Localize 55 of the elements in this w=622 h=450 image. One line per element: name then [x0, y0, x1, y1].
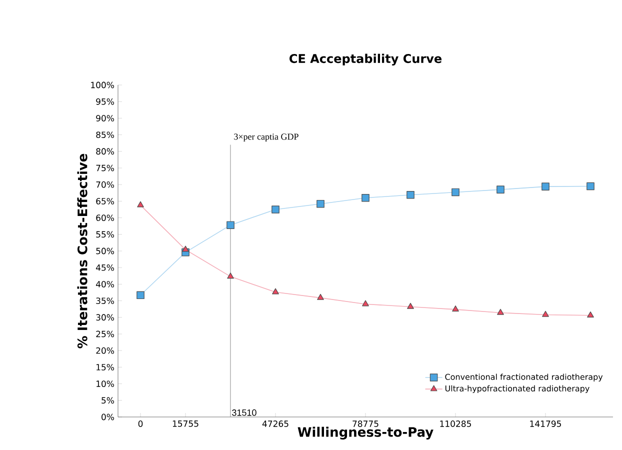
- point: [496, 186, 504, 194]
- point: [182, 246, 189, 252]
- y-tick-label: 80%: [96, 148, 114, 155]
- y-tick-label: 70%: [96, 181, 114, 188]
- y-tick-label: 65%: [96, 198, 114, 204]
- annotation: 31510: [232, 409, 256, 416]
- y-tick-label: 60%: [96, 214, 114, 222]
- y-axis-title: % Iterations Cost-Effective: [77, 154, 88, 348]
- point: [587, 312, 594, 318]
- y-tick-label: 15%: [96, 364, 114, 370]
- y-tick-label: 5%: [102, 397, 114, 404]
- y-tick-label: 75%: [96, 164, 114, 172]
- y-tick-label: 100%: [91, 82, 114, 88]
- point: [272, 288, 279, 294]
- y-tick-label: 90%: [96, 114, 114, 122]
- y-tick-label: 30%: [96, 314, 114, 321]
- x-tick-label: 15755: [172, 420, 198, 427]
- legend-label: Ultra-hypofractionated radiotherapy: [445, 385, 590, 394]
- x-tick-label: 0: [138, 420, 143, 427]
- point: [406, 190, 414, 199]
- y-tick-label: 45%: [96, 264, 114, 271]
- point: [362, 300, 369, 306]
- y-tick-label: 25%: [96, 330, 114, 338]
- point: [317, 294, 324, 300]
- y-tick-label: 95%: [96, 98, 114, 105]
- chart-title: CE Acceptability Curve: [290, 54, 442, 66]
- point: [542, 182, 550, 190]
- point: [497, 308, 504, 315]
- y-tick-label: 55%: [96, 231, 114, 238]
- y-tick-label: 40%: [96, 280, 114, 288]
- point: [227, 272, 234, 279]
- x-tick-label: 110285: [440, 420, 471, 427]
- ref-line-label: 3×per captia GDP: [234, 134, 298, 142]
- point: [542, 310, 549, 317]
- y-tick-label: 20%: [96, 347, 114, 354]
- y-tick-label: 50%: [96, 248, 114, 254]
- y-tick-label: 85%: [96, 132, 114, 138]
- point: [452, 306, 459, 312]
- point: [407, 302, 414, 309]
- point: [316, 200, 324, 208]
- point: [136, 291, 144, 300]
- y-tick-label: 35%: [96, 298, 114, 304]
- legend-label: Conventional fractionated radiotherapy: [445, 374, 603, 382]
- x-tick-label: 47265: [262, 420, 288, 427]
- point: [362, 194, 370, 202]
- x-tick-label: 141795: [530, 420, 561, 427]
- point: [226, 221, 234, 229]
- x-tick-label: 78775: [352, 420, 378, 427]
- point: [452, 188, 460, 196]
- x-axis-title: Willingness-to-Pay: [298, 426, 434, 440]
- point: [586, 182, 594, 190]
- y-tick-label: 10%: [96, 380, 114, 388]
- point: [137, 201, 144, 208]
- y-tick-label: 0%: [102, 414, 114, 420]
- point: [272, 206, 280, 214]
